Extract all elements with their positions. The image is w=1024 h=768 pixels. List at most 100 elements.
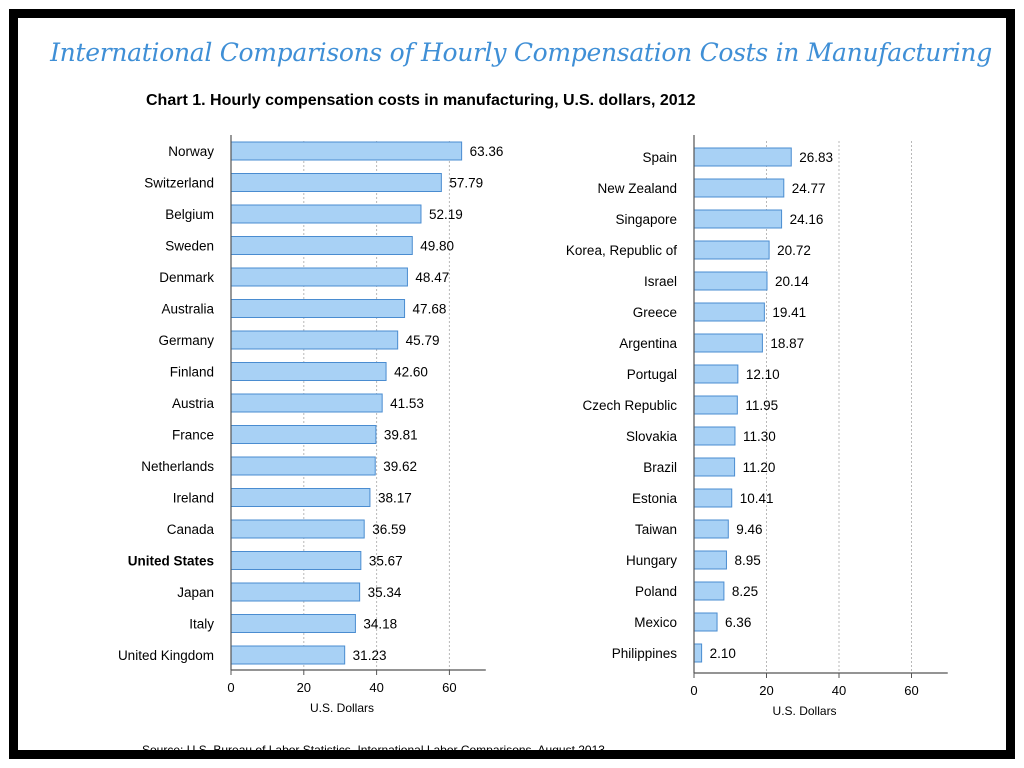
bar	[693, 333, 763, 353]
bar	[693, 395, 738, 415]
x-tick-label: 40	[369, 680, 383, 695]
category-label: Germany	[158, 333, 214, 348]
bar	[230, 393, 383, 413]
bar	[693, 240, 770, 260]
bar	[693, 519, 729, 539]
data-label: 10.41	[740, 491, 774, 506]
data-label: 2.10	[710, 646, 736, 661]
category-label: Philippines	[612, 646, 678, 661]
data-label: 42.60	[394, 365, 428, 380]
x-tick-label: 60	[442, 680, 456, 695]
x-tick-label: 20	[759, 683, 773, 698]
bar	[230, 456, 376, 476]
data-label: 57.79	[449, 176, 483, 191]
category-label: Austria	[172, 396, 215, 411]
category-label: Finland	[170, 365, 214, 380]
bar	[230, 330, 399, 350]
data-label: 20.14	[775, 274, 809, 289]
category-label: Poland	[635, 584, 677, 599]
bar	[230, 141, 463, 161]
category-label: Singapore	[615, 212, 677, 227]
data-label: 35.34	[368, 585, 402, 600]
bar	[230, 173, 442, 192]
data-label: 8.25	[732, 584, 758, 599]
category-label: Hungary	[626, 553, 677, 568]
category-label: Portugal	[627, 367, 677, 382]
bar	[693, 364, 739, 384]
data-label: 39.81	[384, 428, 418, 443]
bar	[230, 204, 422, 224]
data-label: 11.30	[743, 429, 776, 444]
bar	[693, 581, 725, 601]
bar	[230, 645, 346, 665]
category-label: Italy	[189, 617, 214, 632]
data-label: 39.62	[383, 459, 417, 474]
data-label: 9.46	[736, 522, 762, 537]
x-axis-label: U.S. Dollars	[773, 704, 837, 718]
data-label: 24.77	[792, 181, 826, 196]
category-label: Switzerland	[144, 176, 214, 191]
bar	[693, 302, 765, 322]
bar	[230, 299, 406, 318]
category-label: Norway	[168, 144, 214, 159]
category-label: Czech Republic	[582, 398, 677, 413]
data-label: 26.83	[799, 150, 833, 165]
x-tick-label: 60	[904, 683, 918, 698]
data-label: 63.36	[470, 144, 504, 159]
data-label: 24.16	[790, 212, 824, 227]
x-axis-label: U.S. Dollars	[310, 701, 374, 715]
bar	[693, 426, 736, 446]
bar	[693, 550, 727, 570]
bar	[230, 267, 408, 287]
x-tick-label: 0	[227, 680, 234, 695]
data-label: 35.67	[369, 554, 403, 569]
category-label: Belgium	[165, 207, 214, 222]
category-label: United States	[128, 554, 214, 569]
data-label: 19.41	[772, 305, 806, 320]
category-label: Australia	[161, 302, 214, 317]
category-label: Canada	[167, 522, 215, 537]
data-label: 45.79	[406, 333, 440, 348]
data-label: 6.36	[725, 615, 751, 630]
bar	[693, 643, 703, 663]
data-label: 36.59	[372, 522, 406, 537]
category-label: Netherlands	[141, 459, 214, 474]
data-label: 52.19	[429, 207, 463, 222]
data-label: 34.18	[363, 617, 397, 632]
data-label: 47.68	[413, 302, 447, 317]
data-label: 49.80	[420, 239, 454, 254]
bar	[230, 551, 362, 570]
category-label: Korea, Republic of	[566, 243, 677, 258]
data-label: 41.53	[390, 396, 424, 411]
chart-panel-1: Norway 63.36 Switzerland 57.79 Belgium 52.19 S…	[118, 135, 503, 715]
category-label: United Kingdom	[118, 648, 214, 663]
bar	[693, 612, 718, 632]
bar	[230, 519, 365, 539]
bar	[230, 362, 387, 381]
bar	[693, 457, 736, 477]
category-label: Brazil	[643, 460, 677, 475]
bar	[230, 425, 377, 444]
page-title: International Comparisons of Hourly Comp…	[50, 38, 992, 67]
data-label: 11.95	[745, 398, 778, 413]
data-label: 18.87	[770, 336, 804, 351]
category-label: Mexico	[634, 615, 677, 630]
bar	[693, 209, 783, 229]
x-tick-label: 40	[832, 683, 846, 698]
chart-title: Chart 1. Hourly compensation costs in ma…	[146, 92, 696, 109]
bar	[693, 147, 792, 167]
bar	[693, 488, 733, 508]
data-label: 31.23	[353, 648, 387, 663]
category-label: Taiwan	[635, 522, 677, 537]
bar	[230, 488, 371, 507]
category-label: Greece	[633, 305, 677, 320]
category-label: Spain	[642, 150, 677, 165]
category-label: Japan	[177, 585, 214, 600]
data-label: 48.47	[415, 270, 449, 285]
category-label: Sweden	[165, 239, 214, 254]
data-label: 8.95	[734, 553, 760, 568]
bar	[230, 582, 361, 602]
bar	[693, 271, 768, 291]
category-label: France	[172, 428, 214, 443]
